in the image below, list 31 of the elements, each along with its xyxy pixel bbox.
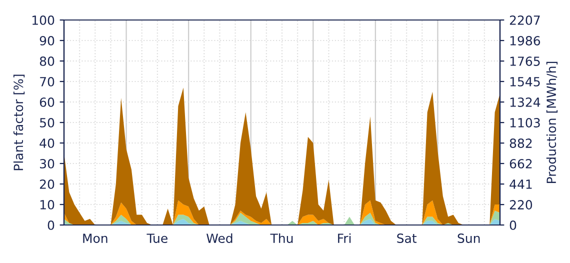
y-tick-label: 90 <box>40 36 54 46</box>
y-tick-label: 20 <box>40 179 54 189</box>
y2-tick-label: 882 <box>510 138 532 148</box>
x-tick-label: Sun <box>458 234 480 244</box>
x-tick-label: Mon <box>83 234 108 244</box>
y2-tick-label: 1765 <box>510 56 540 66</box>
y-tick-label: 30 <box>40 158 54 168</box>
y2-axis-title: Production [MWh/h] <box>546 62 558 183</box>
y-tick-label: 0 <box>48 220 54 230</box>
y-tick-label: 10 <box>40 200 54 210</box>
y2-tick-label: 1545 <box>510 77 540 86</box>
y2-tick-label: 662 <box>510 158 532 168</box>
x-tick-label: Wed <box>206 233 232 244</box>
x-tick-label: Tue <box>146 234 168 244</box>
y2-tick-label: 2207 <box>510 15 540 25</box>
y2-tick-label: 1986 <box>510 36 540 46</box>
y-axis-title: Plant factor [%] <box>13 74 25 170</box>
y2-tick-label: 1324 <box>510 97 540 107</box>
x-tick-label: Fri <box>338 233 351 243</box>
y-tick-label: 70 <box>40 76 54 86</box>
y-tick-label: 40 <box>40 138 54 148</box>
y-tick-label: 50 <box>40 118 54 128</box>
y-tick-label: 60 <box>40 97 54 107</box>
y-tick-label: 80 <box>40 56 54 66</box>
y2-tick-label: 0 <box>510 220 516 230</box>
x-tick-label: Thu <box>270 233 293 244</box>
y2-tick-label: 441 <box>510 180 532 189</box>
y2-tick-label: 1103 <box>510 118 540 128</box>
y2-tick-label: 220 <box>510 200 532 210</box>
y-tick-label: 100 <box>32 15 54 25</box>
x-tick-label: Sat <box>397 234 417 244</box>
